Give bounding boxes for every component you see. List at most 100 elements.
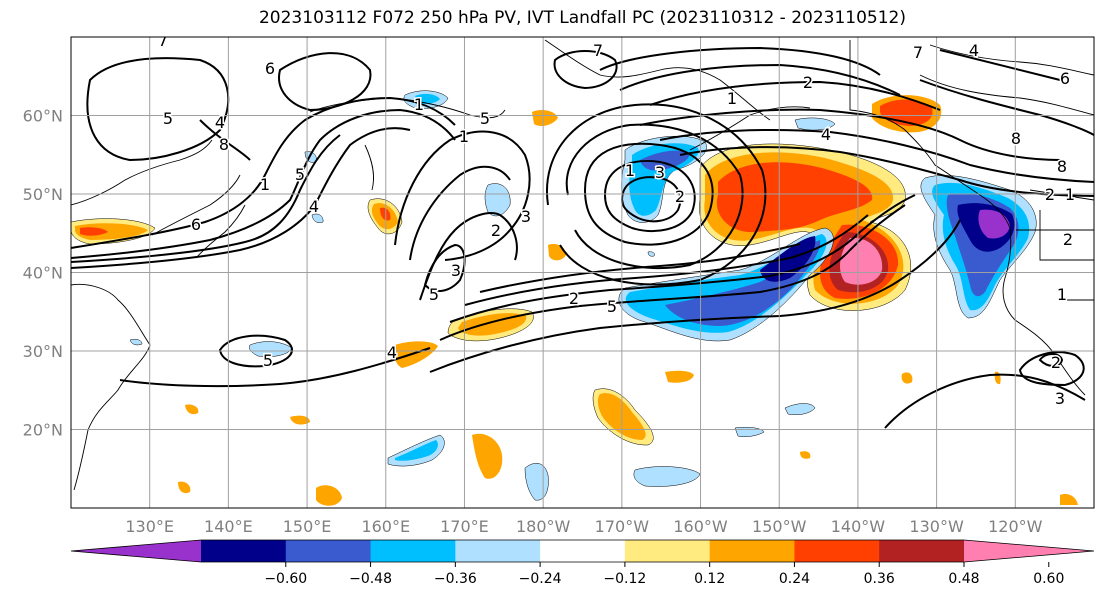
contour-label: 6 <box>191 215 201 234</box>
subtropical-positive-d <box>472 433 503 479</box>
contour-label: 3 <box>451 261 461 280</box>
colorbar-tick-label: −0.12 <box>603 571 646 587</box>
longitude-tick-label: 160°W <box>673 517 728 536</box>
colorbar-tick-label: −0.36 <box>434 571 477 587</box>
colorbar-bin <box>285 540 372 562</box>
positive-dot-c <box>548 244 566 261</box>
colorbar-bin <box>709 540 795 562</box>
contour-label: 5 <box>295 165 305 184</box>
colorbar-bin <box>794 540 880 562</box>
positive-dot-h <box>901 372 913 384</box>
contour-label: 1 <box>1065 185 1075 204</box>
longitude-tick-label: 150°W <box>752 517 807 536</box>
contour-label: 1 <box>260 175 270 194</box>
contour-label: 2 <box>803 73 813 92</box>
contour-label: 2 <box>569 289 579 308</box>
contour-label: 3 <box>1055 389 1065 408</box>
contour-label: 7 <box>593 41 603 60</box>
positive-dot-f <box>185 404 199 415</box>
contour-label: 2 <box>1045 185 1055 204</box>
negative-patch-b <box>524 463 549 501</box>
colorbar-bin <box>624 540 711 562</box>
kamchatka-negative <box>484 183 511 217</box>
negative-patch-d <box>784 403 816 415</box>
contour-label: 5 <box>263 351 273 370</box>
longitude-tick-label: 140°W <box>831 517 886 536</box>
negative-patch-c <box>633 466 701 487</box>
contour-label: 4 <box>969 41 979 60</box>
colorbar-tick-label: 0.60 <box>1033 571 1064 587</box>
contour-label: 7 <box>158 31 168 50</box>
contour-label: 4 <box>387 343 397 362</box>
colorbar-extend-high <box>964 540 1094 562</box>
positive-dot-d <box>316 485 342 506</box>
negative-patch-a-core <box>395 440 438 461</box>
longitude-tick-label: 120°W <box>988 517 1043 536</box>
negative-patch-i <box>129 338 143 346</box>
contour-label: 1 <box>414 95 424 114</box>
positive-dot-a <box>665 370 694 383</box>
west-coast-negative-peak <box>978 209 1010 239</box>
contour-label: 5 <box>429 285 439 304</box>
positive-dot-b <box>532 110 558 126</box>
colorbar: −0.60 −0.48 −0.36 −0.24 −0.12 0.12 0.24 0.36 0.4… <box>70 539 1095 587</box>
contour-label: 5 <box>607 297 617 316</box>
colorbar-bin <box>879 540 965 562</box>
positive-dot-j <box>994 371 1001 385</box>
contour-label: 4 <box>215 113 225 132</box>
colorbar-bin <box>370 540 456 562</box>
negative-region-mid <box>665 240 821 326</box>
latitude-tick-label: 40°N <box>23 264 63 283</box>
colorbar-extend-low <box>71 540 201 562</box>
aleutian-negative-a <box>794 117 836 131</box>
latitude-ticks: 20°N 30°N 40°N 50°N 60°N <box>23 107 63 440</box>
positive-dot-k <box>800 451 811 459</box>
contour-label: 1 <box>459 127 469 146</box>
longitude-tick-label: 170°E <box>440 517 489 536</box>
negative-patch-f <box>249 341 293 357</box>
contour-label: 6 <box>265 59 275 78</box>
colorbar-tick-label: 0.36 <box>864 571 895 587</box>
mid-pacific-negative-mid <box>640 150 690 171</box>
colorbar-bin <box>201 540 287 562</box>
colorbar-tick-label: −0.24 <box>519 571 562 587</box>
contour-label: 6 <box>1060 69 1070 88</box>
negative-patch-h <box>311 213 324 223</box>
contour-label: 1 <box>1057 285 1067 304</box>
positive-dot-e <box>178 481 191 494</box>
contour-label: 2 <box>1063 230 1073 249</box>
latitude-tick-label: 20°N <box>23 421 63 440</box>
longitude-tick-label: 160°E <box>361 517 410 536</box>
longitude-tick-label: 130°E <box>125 517 174 536</box>
colorbar-tick-label: 0.12 <box>694 571 725 587</box>
contour-label: 2 <box>1051 353 1061 372</box>
contour-label: 8 <box>219 135 229 154</box>
longitude-tick-label: 170°W <box>595 517 650 536</box>
japan-positive-core <box>80 227 108 236</box>
negative-patch-e <box>734 426 765 438</box>
latitude-tick-label: 50°N <box>23 185 63 204</box>
contour-label: 4 <box>821 125 831 144</box>
longitude-tick-label: 140°E <box>204 517 253 536</box>
positive-dot-i <box>1060 494 1078 505</box>
longitude-ticks: 130°E 140°E 150°E 160°E 170°E 180°W 170°W 160°W… <box>125 517 1042 536</box>
chart-title: 2023103112 F072 250 hPa PV, IVT Landfall… <box>258 8 906 28</box>
contour-label: 2 <box>491 221 501 240</box>
colorbar-tick-label: 0.24 <box>779 571 810 587</box>
colorbar-tick-label: −0.60 <box>264 571 307 587</box>
contour-label: 1 <box>625 161 635 180</box>
contour-label: 1 <box>727 89 737 108</box>
latitude-tick-label: 30°N <box>23 342 63 361</box>
longitude-tick-label: 180°W <box>516 517 571 536</box>
longitude-tick-label: 130°W <box>909 517 964 536</box>
contour-label: 5 <box>480 109 490 128</box>
colorbar-tick-label: 0.48 <box>948 571 979 587</box>
coastlines <box>71 39 1094 491</box>
map-frame <box>70 36 1095 509</box>
colorbar-tick-label: −0.48 <box>349 571 392 587</box>
subtropical-positive-b <box>393 341 438 368</box>
contour-label: 5 <box>163 109 173 128</box>
kuril-positive-core <box>380 207 391 221</box>
